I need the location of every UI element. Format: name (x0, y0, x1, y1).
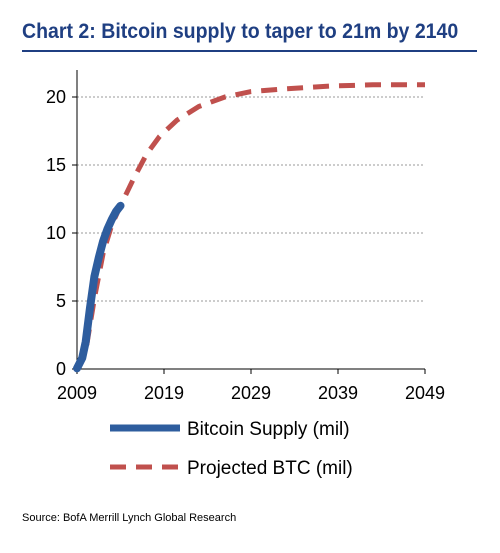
legend: Bitcoin Supply (mil) Projected BTC (mil) (110, 419, 353, 479)
y-tick-label-0: 0 (56, 359, 66, 379)
y-tick-labels: 0 5 10 15 20 (46, 87, 66, 379)
x-tick-labels: 2009 2019 2029 2039 2049 (57, 383, 445, 403)
series-line-projected-btc (74, 82, 425, 371)
series-lines (73, 82, 425, 373)
source-note: Source: BofA Merrill Lynch Global Resear… (22, 512, 237, 524)
y-tick-label-5: 5 (56, 291, 66, 311)
x-tick-label-2019: 2019 (144, 383, 184, 403)
y-tick-label-10: 10 (46, 223, 66, 243)
legend-label-0: Bitcoin Supply (mil) (187, 419, 350, 440)
x-tick-label-2029: 2029 (231, 383, 271, 403)
y-tick-label-20: 20 (46, 87, 66, 107)
axes (72, 70, 426, 374)
x-tick-label-2049: 2049 (405, 383, 445, 403)
grid (77, 96, 425, 302)
chart-title: Chart 2: Bitcoin supply to taper to 21m … (22, 20, 459, 43)
x-tick-label-2039: 2039 (318, 383, 358, 403)
y-tick-label-15: 15 (46, 155, 66, 175)
x-tick-label-2009: 2009 (57, 383, 97, 403)
series-line-bitcoin-supply (73, 201, 125, 373)
title-rule (22, 50, 477, 52)
legend-label-1: Projected BTC (mil) (187, 458, 353, 479)
